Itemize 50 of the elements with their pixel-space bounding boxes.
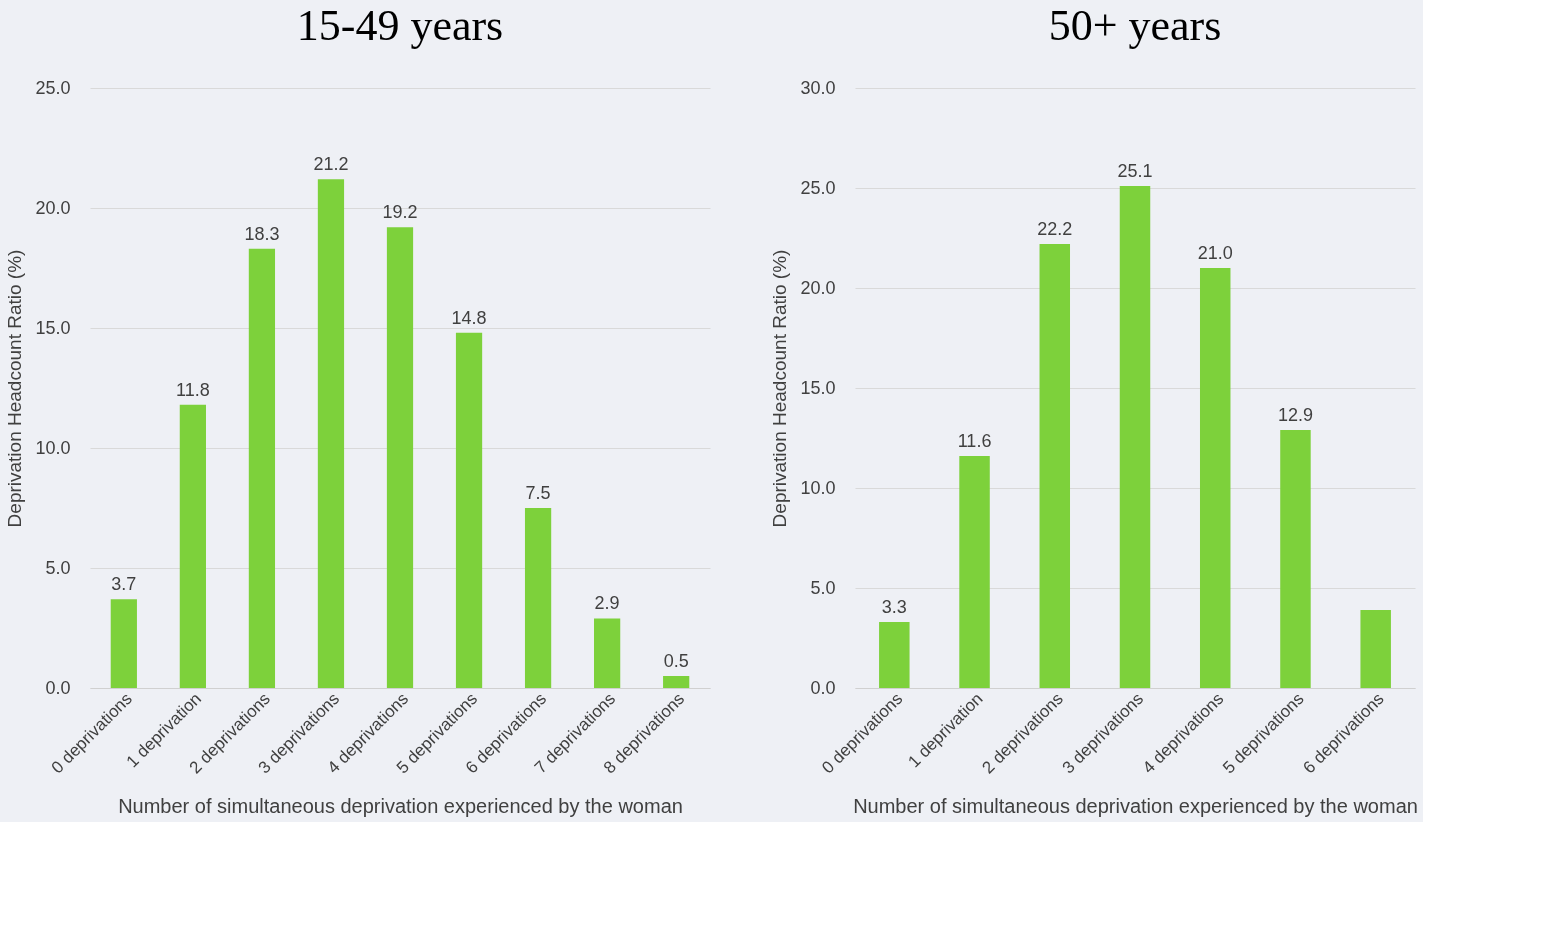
- y-tick-label: 15.0: [800, 377, 836, 398]
- data-label: 18.3: [244, 223, 280, 244]
- bar: [248, 248, 276, 688]
- bar: [1199, 268, 1231, 688]
- bar: [663, 676, 690, 688]
- chart-title: 50+ years: [1048, 1, 1222, 50]
- y-tick-label: 20.0: [800, 277, 836, 298]
- data-label: 21.2: [313, 154, 349, 175]
- bar: [1360, 610, 1391, 688]
- data-label: 0.5: [663, 651, 689, 671]
- bar: [1119, 186, 1151, 688]
- data-label: 21.0: [1197, 243, 1233, 263]
- x-axis-title: Number of simultaneous deprivation experienced by the woman: [853, 794, 1418, 817]
- y-tick-label: 10.0: [800, 477, 836, 498]
- x-axis-title: Number of simultaneous deprivation experienced by the woman: [118, 794, 683, 817]
- bar: [1039, 244, 1071, 688]
- data-label: 19.2: [382, 202, 418, 223]
- y-tick-label: 25.0: [35, 77, 71, 98]
- y-tick-label: 20.0: [35, 197, 71, 218]
- data-label: 2.9: [594, 593, 620, 614]
- y-tick-label: 0.0: [810, 677, 836, 698]
- data-label: 3.3: [881, 597, 907, 617]
- data-label: 14.8: [451, 307, 487, 328]
- data-label: 25.1: [1117, 161, 1153, 181]
- bar: [1280, 430, 1311, 688]
- data-label: 11.6: [957, 431, 992, 451]
- y-tick-label: 0.0: [45, 677, 71, 698]
- bar: [959, 456, 990, 688]
- data-label: 7.5: [525, 483, 551, 503]
- bar: [879, 622, 910, 688]
- bar: [386, 227, 414, 688]
- y-tick-label: 25.0: [800, 177, 836, 198]
- y-axis-title: Deprivation Headcount Ratio (%): [769, 249, 791, 528]
- bar: [594, 618, 621, 688]
- bar: [179, 404, 206, 688]
- y-tick-label: 5.0: [810, 577, 836, 598]
- data-label: 11.8: [176, 379, 210, 400]
- y-axis-title: Deprivation Headcount Ratio (%): [4, 249, 26, 528]
- chart-title: 15-49 years: [296, 1, 504, 50]
- data-label: 22.2: [1037, 219, 1073, 239]
- y-tick-label: 10.0: [35, 437, 71, 458]
- bar: [455, 332, 483, 688]
- bar: [110, 599, 137, 688]
- y-tick-label: 30.0: [800, 77, 836, 98]
- y-tick-label: 5.0: [45, 557, 71, 578]
- bar: [317, 179, 345, 688]
- data-label: 3.7: [111, 574, 137, 595]
- bar: [524, 508, 552, 688]
- y-tick-label: 15.0: [35, 317, 71, 338]
- data-label: 12.9: [1277, 405, 1313, 425]
